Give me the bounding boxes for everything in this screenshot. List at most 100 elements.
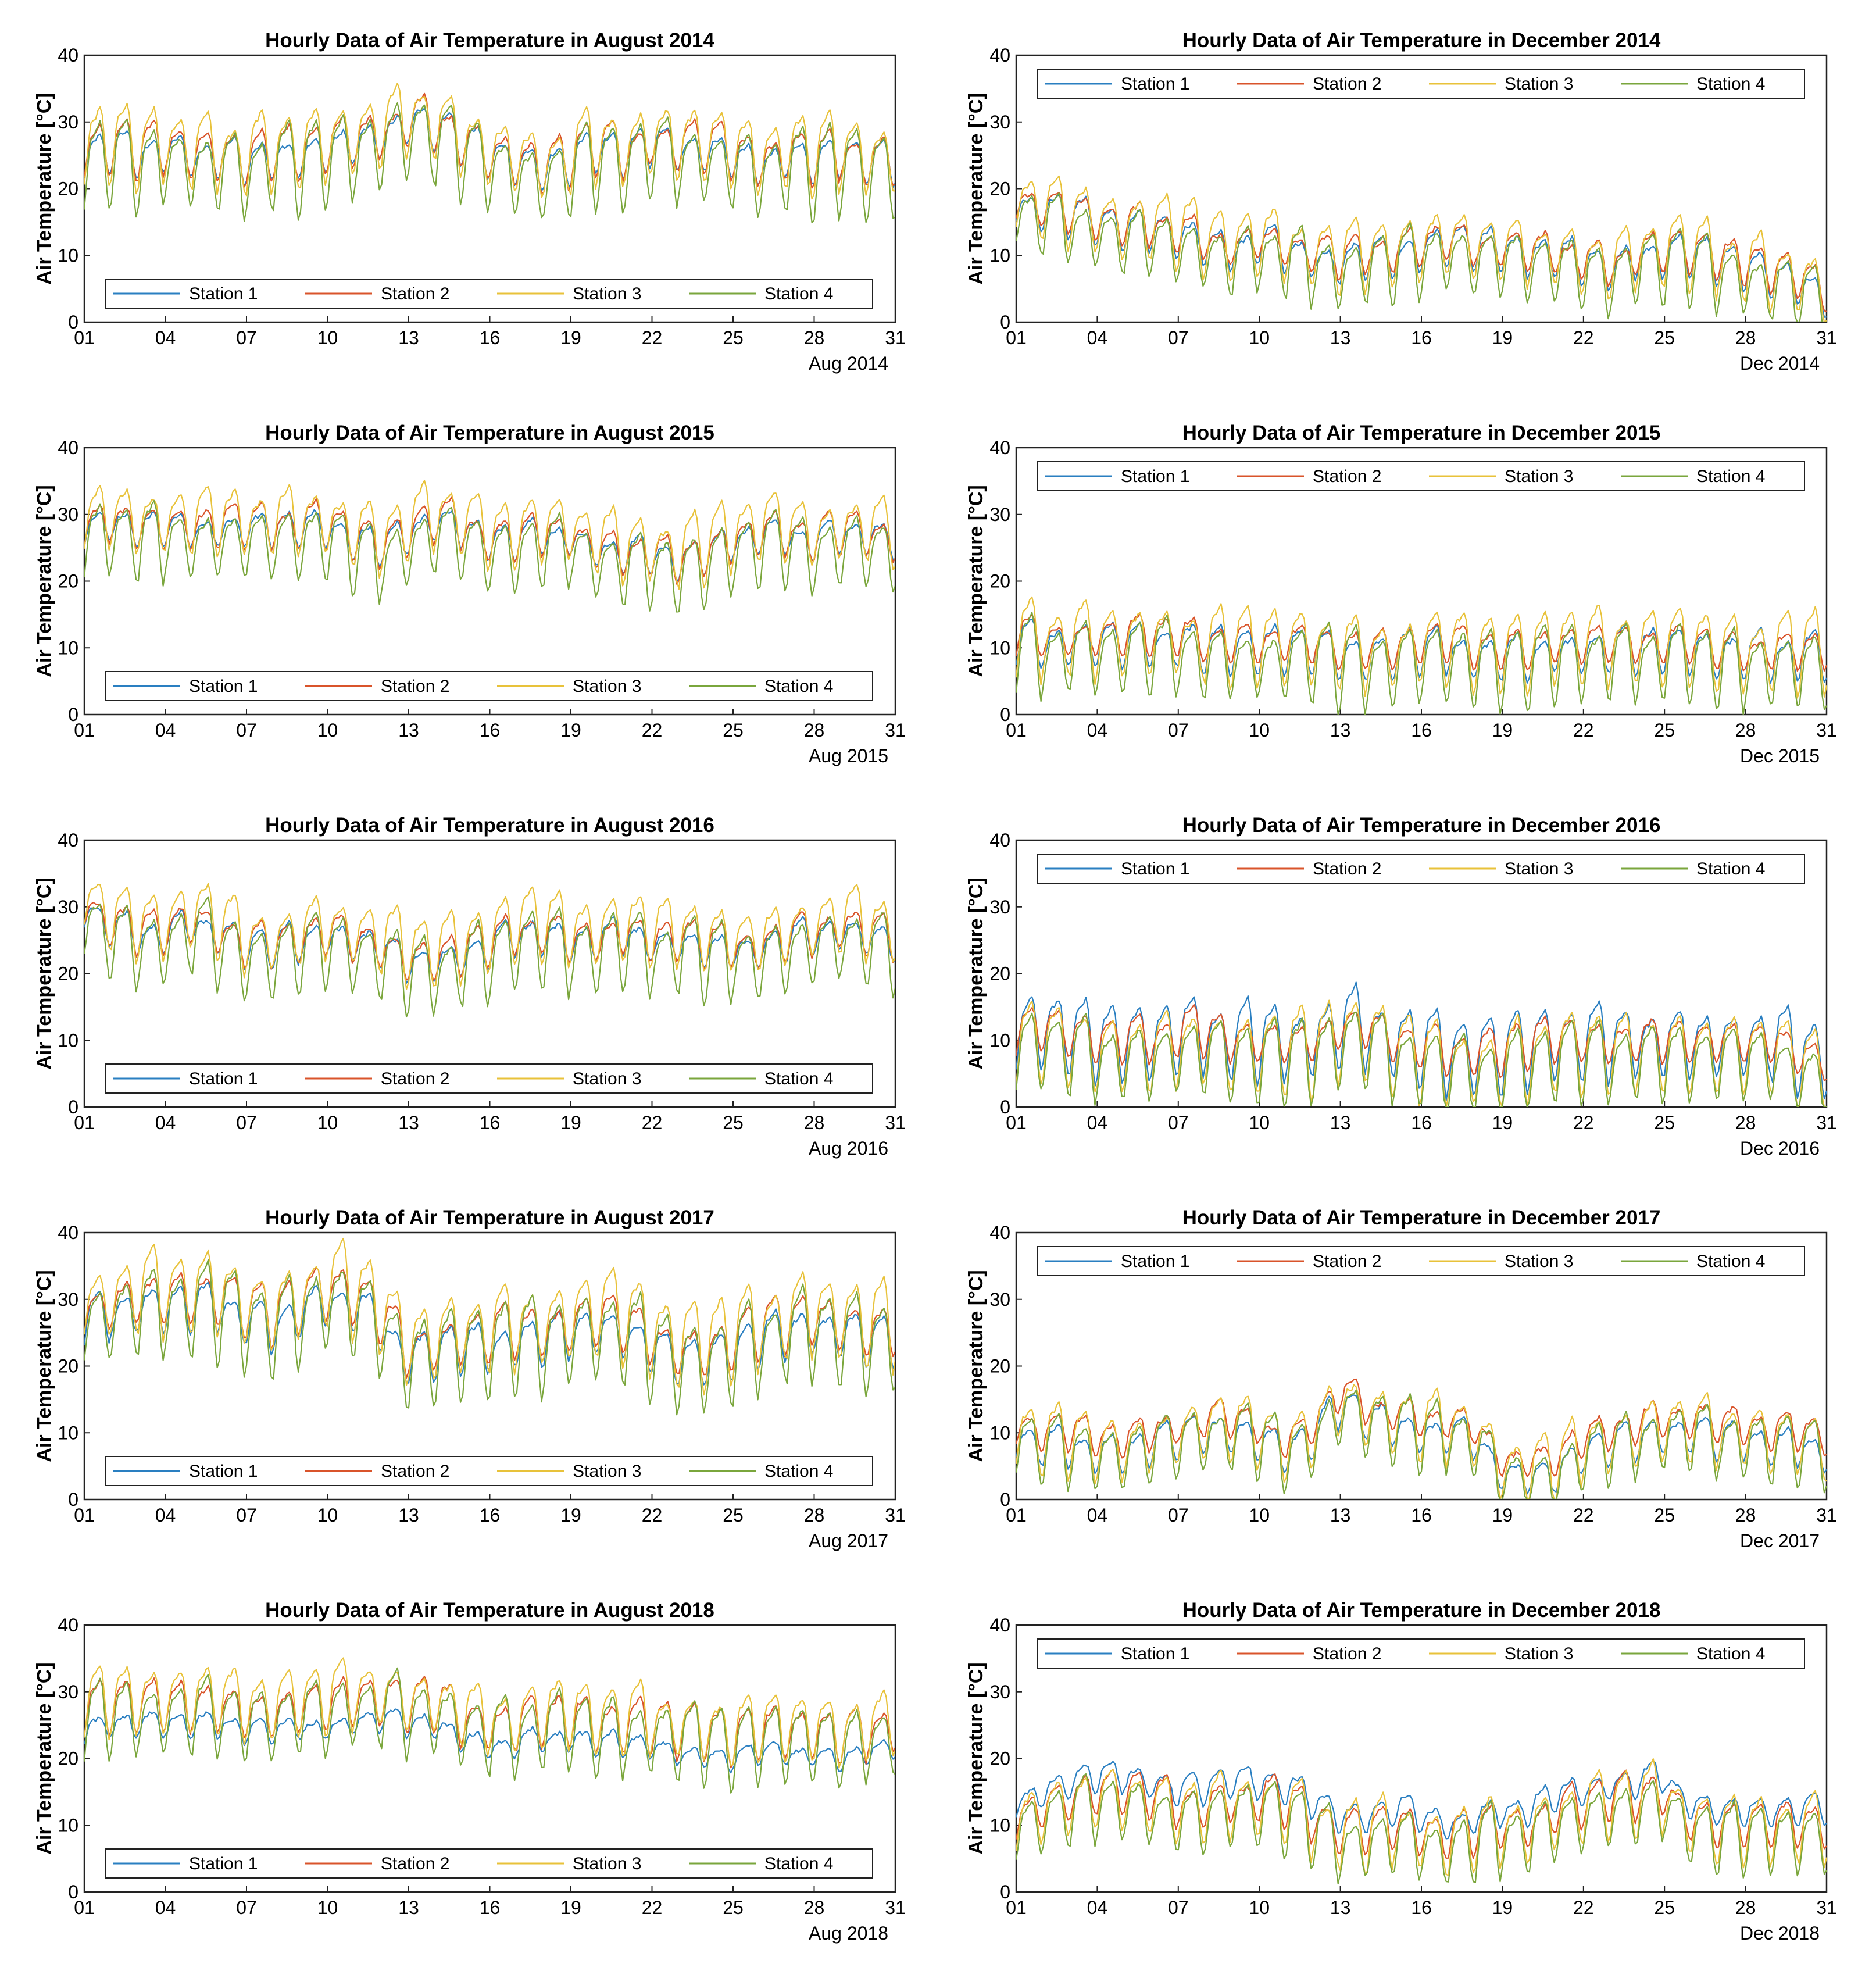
series-line-station-2 xyxy=(1016,1769,1827,1859)
series-line-station-3 xyxy=(84,883,895,990)
x-tick-label: 31 xyxy=(1816,1505,1837,1526)
series-line-station-2 xyxy=(1016,613,1827,672)
x-axis-label: Aug 2017 xyxy=(809,1530,888,1551)
x-axis-label: Dec 2018 xyxy=(1740,1923,1820,1944)
x-axis-label: Dec 2015 xyxy=(1740,745,1820,766)
x-axis-label: Dec 2016 xyxy=(1740,1138,1820,1159)
legend-label: Station 4 xyxy=(1696,859,1765,879)
y-axis-label: Air Temperature [°C] xyxy=(33,1662,55,1854)
x-tick-label: 16 xyxy=(1411,327,1432,348)
legend-label: Station 1 xyxy=(1121,1644,1189,1663)
y-tick-label: 20 xyxy=(989,178,1010,199)
x-tick-label: 19 xyxy=(560,327,581,348)
x-tick-label: 13 xyxy=(1330,1112,1351,1133)
y-tick-label: 0 xyxy=(1000,1097,1010,1117)
x-tick-label: 01 xyxy=(1006,1897,1027,1918)
legend-label: Station 4 xyxy=(764,1854,833,1873)
y-tick-label: 0 xyxy=(68,1097,78,1117)
x-tick-label: 13 xyxy=(1330,327,1351,348)
y-axis-label: Air Temperature [°C] xyxy=(965,92,987,284)
legend-label: Station 4 xyxy=(764,1462,833,1481)
y-tick-label: 20 xyxy=(989,963,1010,984)
x-tick-label: 10 xyxy=(1249,327,1270,348)
series-line-station-3 xyxy=(84,1237,895,1396)
x-tick-label: 10 xyxy=(317,327,338,348)
x-tick-label: 31 xyxy=(1816,720,1837,741)
x-tick-label: 04 xyxy=(1087,1112,1108,1133)
series-group xyxy=(1016,596,1827,715)
chart-panel: Hourly Data of Air Temperature in Decemb… xyxy=(965,814,1837,1159)
x-axis-label: Aug 2014 xyxy=(809,353,888,374)
x-tick-label: 22 xyxy=(642,1505,663,1526)
x-tick-label: 31 xyxy=(1816,1112,1837,1133)
series-line-station-3 xyxy=(1016,1758,1827,1876)
chart-panel: Hourly Data of Air Temperature in Decemb… xyxy=(965,29,1837,374)
y-axis-label: Air Temperature [°C] xyxy=(965,485,987,677)
legend-label: Station 1 xyxy=(189,677,258,696)
x-tick-label: 01 xyxy=(1006,720,1027,741)
y-tick-label: 10 xyxy=(989,637,1010,658)
chart-panel: Hourly Data of Air Temperature in August… xyxy=(33,1599,906,1944)
x-axis-label: Dec 2014 xyxy=(1740,353,1820,374)
x-tick-label: 10 xyxy=(1249,1897,1270,1918)
legend: Station 1 Station 2 Station 3 Station 4 xyxy=(1037,461,1805,491)
y-tick-label: 30 xyxy=(58,1681,78,1702)
y-tick-label: 20 xyxy=(989,1356,1010,1377)
x-tick-label: 01 xyxy=(1006,1112,1027,1133)
x-tick-label: 04 xyxy=(1087,1897,1108,1918)
y-tick-label: 20 xyxy=(58,178,78,199)
y-axis-label: Air Temperature [°C] xyxy=(965,1662,987,1854)
x-tick-label: 16 xyxy=(1411,1505,1432,1526)
series-group xyxy=(84,883,895,1018)
chart-title: Hourly Data of Air Temperature in Decemb… xyxy=(1182,422,1661,444)
chart-panel: Hourly Data of Air Temperature in Decemb… xyxy=(965,422,1837,766)
x-tick-label: 07 xyxy=(1168,1897,1189,1918)
y-tick-label: 0 xyxy=(1000,312,1010,333)
y-tick-label: 20 xyxy=(58,571,78,592)
x-tick-label: 07 xyxy=(236,1505,257,1526)
y-tick-label: 10 xyxy=(58,1422,78,1443)
x-tick-label: 13 xyxy=(398,1897,419,1918)
legend-label: Station 1 xyxy=(1121,859,1189,879)
x-tick-label: 25 xyxy=(723,1505,744,1526)
x-tick-label: 16 xyxy=(480,1112,501,1133)
series-group xyxy=(1016,1758,1827,1885)
x-tick-label: 07 xyxy=(1168,720,1189,741)
series-line-station-4 xyxy=(1016,1773,1827,1885)
plot-area xyxy=(83,839,896,1108)
x-tick-label: 01 xyxy=(74,1897,95,1918)
x-tick-label: 25 xyxy=(1654,327,1675,348)
series-group xyxy=(1016,175,1827,322)
x-tick-label: 04 xyxy=(1087,720,1108,741)
legend-label: Station 4 xyxy=(1696,1252,1765,1271)
x-tick-label: 25 xyxy=(723,1112,744,1133)
x-tick-label: 16 xyxy=(480,1897,501,1918)
series-line-station-4 xyxy=(1016,1389,1827,1499)
legend-label: Station 4 xyxy=(764,284,833,304)
x-tick-label: 28 xyxy=(804,1505,825,1526)
y-axis-label: Air Temperature [°C] xyxy=(965,877,987,1069)
chart-panel: Hourly Data of Air Temperature in August… xyxy=(33,422,906,766)
legend-label: Station 1 xyxy=(1121,467,1189,486)
legend-label: Station 4 xyxy=(1696,74,1765,94)
legend-label: Station 3 xyxy=(573,1462,641,1481)
chart-title: Hourly Data of Air Temperature in August… xyxy=(265,422,714,444)
x-tick-label: 25 xyxy=(1654,1112,1675,1133)
series-group xyxy=(1016,981,1827,1107)
legend-label: Station 1 xyxy=(189,1854,258,1873)
series-line-station-4 xyxy=(84,1259,895,1416)
x-tick-label: 22 xyxy=(1573,1505,1594,1526)
legend-label: Station 4 xyxy=(764,677,833,696)
series-group xyxy=(1016,1378,1827,1499)
y-tick-label: 40 xyxy=(58,1222,78,1243)
x-tick-label: 28 xyxy=(1735,1112,1756,1133)
x-tick-label: 22 xyxy=(1573,720,1594,741)
y-tick-label: 30 xyxy=(58,897,78,917)
y-tick-label: 30 xyxy=(989,897,1010,917)
legend-label: Station 4 xyxy=(1696,1644,1765,1663)
x-tick-label: 31 xyxy=(885,720,906,741)
x-tick-label: 19 xyxy=(1492,1897,1513,1918)
series-group xyxy=(84,83,895,223)
series-line-station-1 xyxy=(1016,1760,1827,1840)
chart-title: Hourly Data of Air Temperature in August… xyxy=(265,29,714,52)
